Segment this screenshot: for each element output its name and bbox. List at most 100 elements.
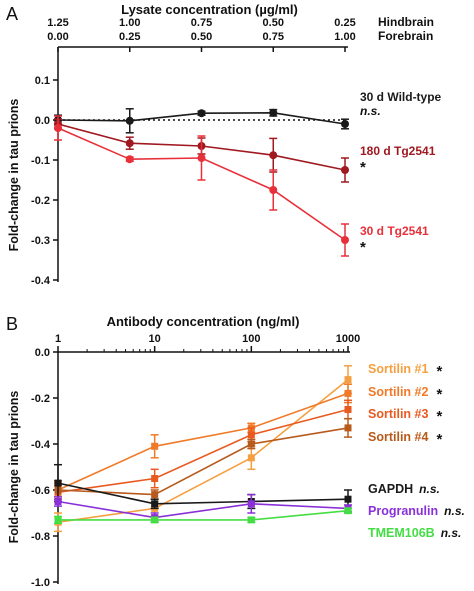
x-tick-label-forebrain: 0.00 bbox=[47, 31, 68, 43]
series-label: TMEM106B bbox=[368, 526, 435, 540]
data-point bbox=[125, 116, 134, 125]
data-point bbox=[197, 109, 206, 118]
series-progranulin: Progranulin n.s. bbox=[54, 493, 465, 523]
significance-label: * bbox=[360, 239, 366, 256]
series-sortilin-2: Sortilin #2 * bbox=[54, 383, 442, 498]
x-axis-title: Antibody concentration (ng/ml) bbox=[107, 314, 300, 329]
data-point bbox=[54, 516, 62, 524]
series-tmem106b: TMEM106B n.s. bbox=[54, 507, 461, 540]
series-label: Sortilin #4 bbox=[368, 430, 428, 444]
data-point bbox=[269, 186, 278, 194]
series-label: 180 d Tg2541 bbox=[360, 144, 436, 158]
panel-b: B Antibody concentration (ng/ml) 1 10 100 100… bbox=[6, 314, 465, 589]
significance-label: * bbox=[436, 363, 442, 380]
x-tick-label-hindbrain: 0.25 bbox=[334, 17, 355, 29]
data-point bbox=[341, 166, 349, 174]
y-tick-label: 0.0 bbox=[35, 115, 50, 127]
series-line bbox=[57, 378, 349, 523]
data-point bbox=[247, 454, 255, 462]
data-point bbox=[269, 151, 278, 160]
x-axis-title: Lysate concentration (µg/ml) bbox=[121, 2, 298, 17]
x-tick-label-forebrain: 0.50 bbox=[191, 31, 212, 43]
panel-a: A Lysate concentration (µg/ml) 1.25 1.00 0.7… bbox=[6, 2, 442, 287]
series-label: Sortilin #3 bbox=[368, 407, 428, 421]
x-tick-label: 1000 bbox=[336, 333, 360, 345]
data-point bbox=[197, 154, 206, 162]
significance-label: n.s. bbox=[441, 526, 462, 540]
y-tick-label: -0.4 bbox=[31, 439, 51, 451]
data-point bbox=[151, 475, 159, 482]
y-tick-label: -0.1 bbox=[31, 155, 50, 167]
data-point bbox=[125, 155, 134, 164]
y-tick-label: -0.3 bbox=[31, 235, 50, 247]
y-tick-label: 0.1 bbox=[35, 75, 50, 87]
y-axis-title: Fold-change in tau prions bbox=[7, 99, 21, 252]
x-tick-label: 1 bbox=[55, 333, 61, 345]
x-tick-label-hindbrain: 0.50 bbox=[263, 17, 284, 29]
significance-label: * bbox=[436, 408, 442, 425]
x-tick-label: 100 bbox=[242, 333, 260, 345]
data-point bbox=[247, 440, 255, 448]
data-point bbox=[151, 442, 159, 450]
series-line bbox=[57, 427, 349, 496]
series-line bbox=[57, 408, 349, 494]
data-point bbox=[54, 498, 62, 505]
data-point bbox=[341, 236, 349, 244]
significance-label: * bbox=[436, 386, 442, 403]
x-tick-label: 10 bbox=[149, 333, 161, 345]
data-point bbox=[344, 495, 352, 503]
data-point bbox=[344, 424, 352, 432]
significance-label: * bbox=[436, 431, 442, 448]
y-axis-title: Fold-change in tau prions bbox=[7, 391, 21, 544]
x-row-name-forebrain: Forebrain bbox=[378, 29, 433, 43]
series-line bbox=[57, 482, 349, 505]
data-point bbox=[344, 389, 352, 397]
series-line bbox=[57, 500, 349, 519]
y-tick-label: -0.2 bbox=[31, 195, 50, 207]
panel-label: B bbox=[6, 314, 18, 334]
data-point bbox=[247, 431, 255, 439]
significance-label: n.s. bbox=[444, 504, 465, 518]
series-gapdh: GAPDH n.s. bbox=[54, 463, 440, 510]
y-tick-label: -0.2 bbox=[31, 393, 50, 405]
series-line bbox=[58, 509, 349, 521]
data-point bbox=[341, 120, 349, 128]
data-point bbox=[247, 516, 255, 524]
data-point bbox=[344, 507, 352, 515]
series-label: Sortilin #2 bbox=[368, 385, 428, 399]
y-tick-label: 0.0 bbox=[35, 347, 50, 359]
x-tick-label-hindbrain: 1.00 bbox=[119, 17, 140, 29]
x-tick-label-forebrain: 1.00 bbox=[334, 31, 355, 43]
series-label: Progranulin bbox=[368, 504, 438, 518]
y-tick-label: -0.6 bbox=[31, 485, 50, 497]
y-tick-label: -1.0 bbox=[31, 577, 50, 589]
x-tick-label-forebrain: 0.75 bbox=[263, 31, 284, 43]
series-label: GAPDH bbox=[368, 482, 413, 496]
x-tick-label-forebrain: 0.25 bbox=[119, 31, 140, 43]
x-row-name-hindbrain: Hindbrain bbox=[378, 15, 434, 29]
series-sortilin-1: Sortilin #1 * bbox=[54, 362, 442, 533]
panel-label: A bbox=[6, 4, 18, 24]
significance-label: n.s. bbox=[419, 482, 440, 496]
data-point bbox=[344, 406, 352, 413]
series-label: 30 d Tg2541 bbox=[360, 224, 429, 238]
y-tick-label: -0.4 bbox=[31, 275, 51, 287]
data-point bbox=[54, 124, 62, 132]
significance-label: n.s. bbox=[360, 104, 381, 118]
x-tick-label-hindbrain: 1.25 bbox=[47, 17, 68, 29]
data-point bbox=[151, 500, 159, 508]
data-point bbox=[151, 491, 159, 499]
data-point bbox=[54, 479, 62, 487]
series-30-d-tg2541: 30 d Tg2541* bbox=[54, 115, 429, 257]
significance-label: * bbox=[360, 159, 366, 176]
x-tick-label-hindbrain: 0.75 bbox=[191, 17, 212, 29]
data-point bbox=[247, 500, 255, 508]
data-point bbox=[151, 516, 159, 524]
y-tick-label: -0.8 bbox=[31, 531, 50, 543]
series-label: 30 d Wild-type bbox=[360, 90, 442, 104]
data-point bbox=[125, 139, 134, 148]
data-point bbox=[344, 376, 352, 384]
series-label: Sortilin #1 bbox=[368, 362, 428, 376]
